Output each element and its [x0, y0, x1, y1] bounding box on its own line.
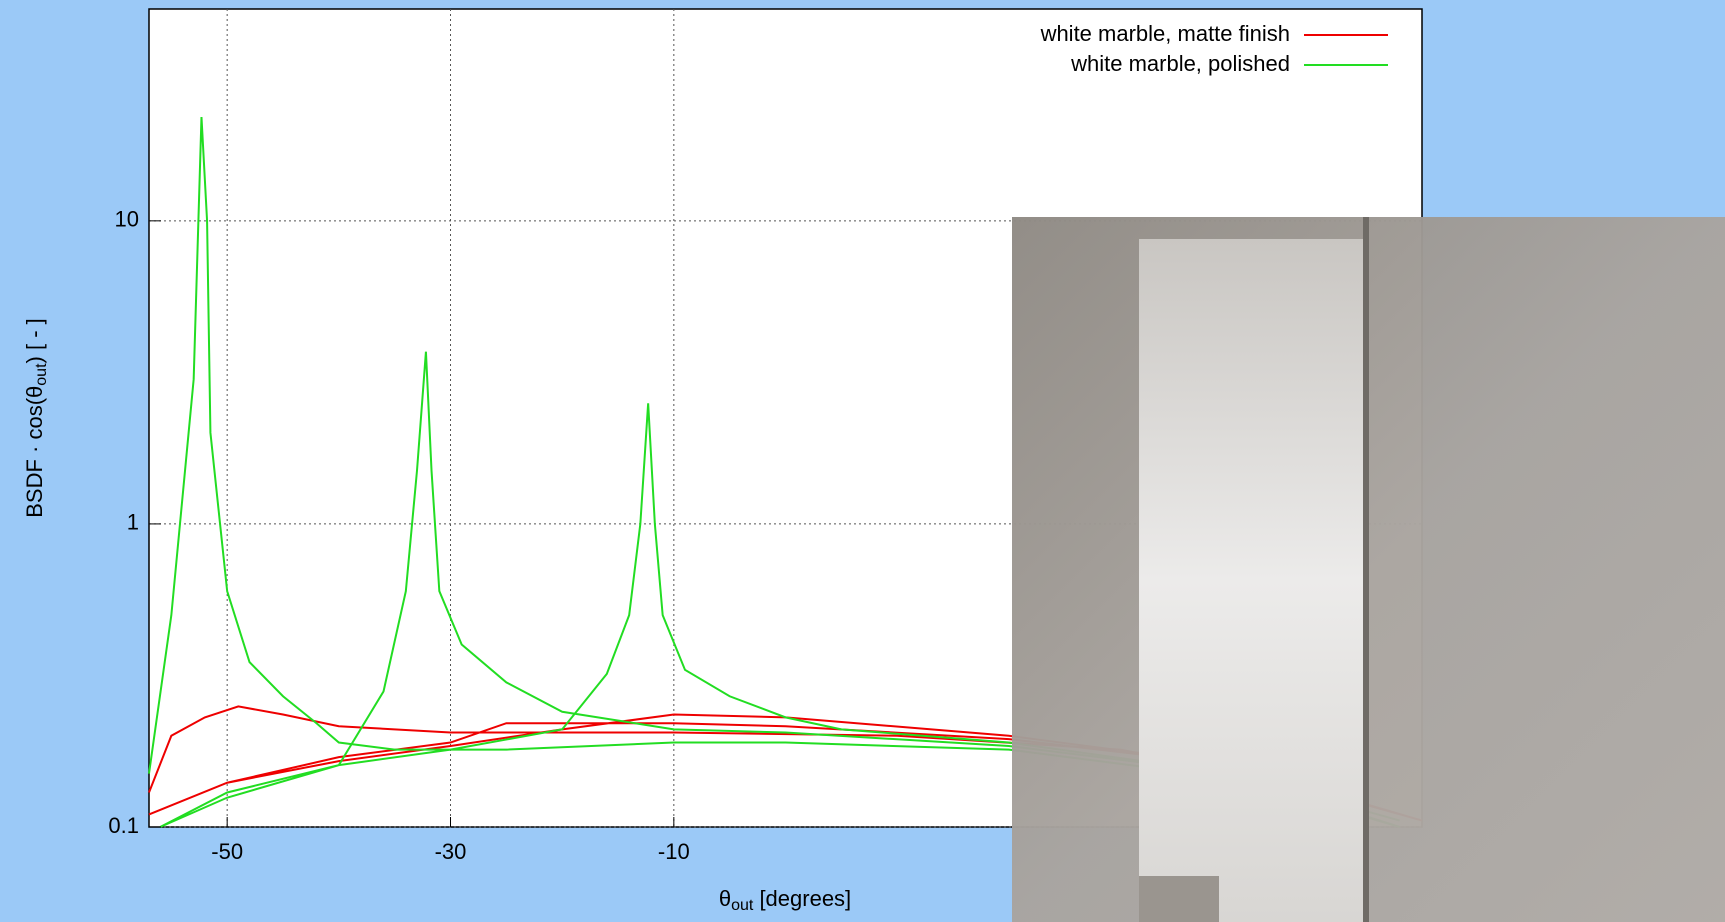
- x-label-sub: out: [731, 897, 754, 914]
- y-label-sub: out: [33, 363, 50, 386]
- legend-label: white marble, matte finish: [1040, 21, 1290, 46]
- y-tick-label: 0.1: [108, 813, 139, 838]
- y-tick-label: 10: [115, 207, 139, 232]
- x-axis-label: θout [degrees]: [719, 886, 851, 914]
- x-tick-label: -10: [658, 839, 690, 864]
- axes: -50 -30 -10 0.1 1 10: [108, 207, 689, 864]
- x-label-rest: [degrees]: [753, 886, 851, 911]
- x-tick-label: -30: [435, 839, 467, 864]
- y-tick-label: 1: [127, 510, 139, 535]
- y-axis-label: BSDF · cos(θout) [ - ]: [22, 318, 50, 518]
- y-label-before: BSDF · cos(θ: [22, 386, 47, 518]
- legend-label: white marble, polished: [1070, 51, 1290, 76]
- x-label-symbol: θ: [719, 886, 731, 911]
- x-tick-label: -50: [211, 839, 243, 864]
- legend: white marble, matte finish white marble, …: [1040, 21, 1388, 76]
- y-label-after: ) [ - ]: [22, 318, 47, 363]
- photo-shadow: [1139, 876, 1219, 922]
- photo-edge: [1363, 217, 1369, 922]
- photo-slab: [1139, 239, 1363, 922]
- series-line: [148, 117, 1400, 828]
- photo-overlay: [1012, 217, 1725, 922]
